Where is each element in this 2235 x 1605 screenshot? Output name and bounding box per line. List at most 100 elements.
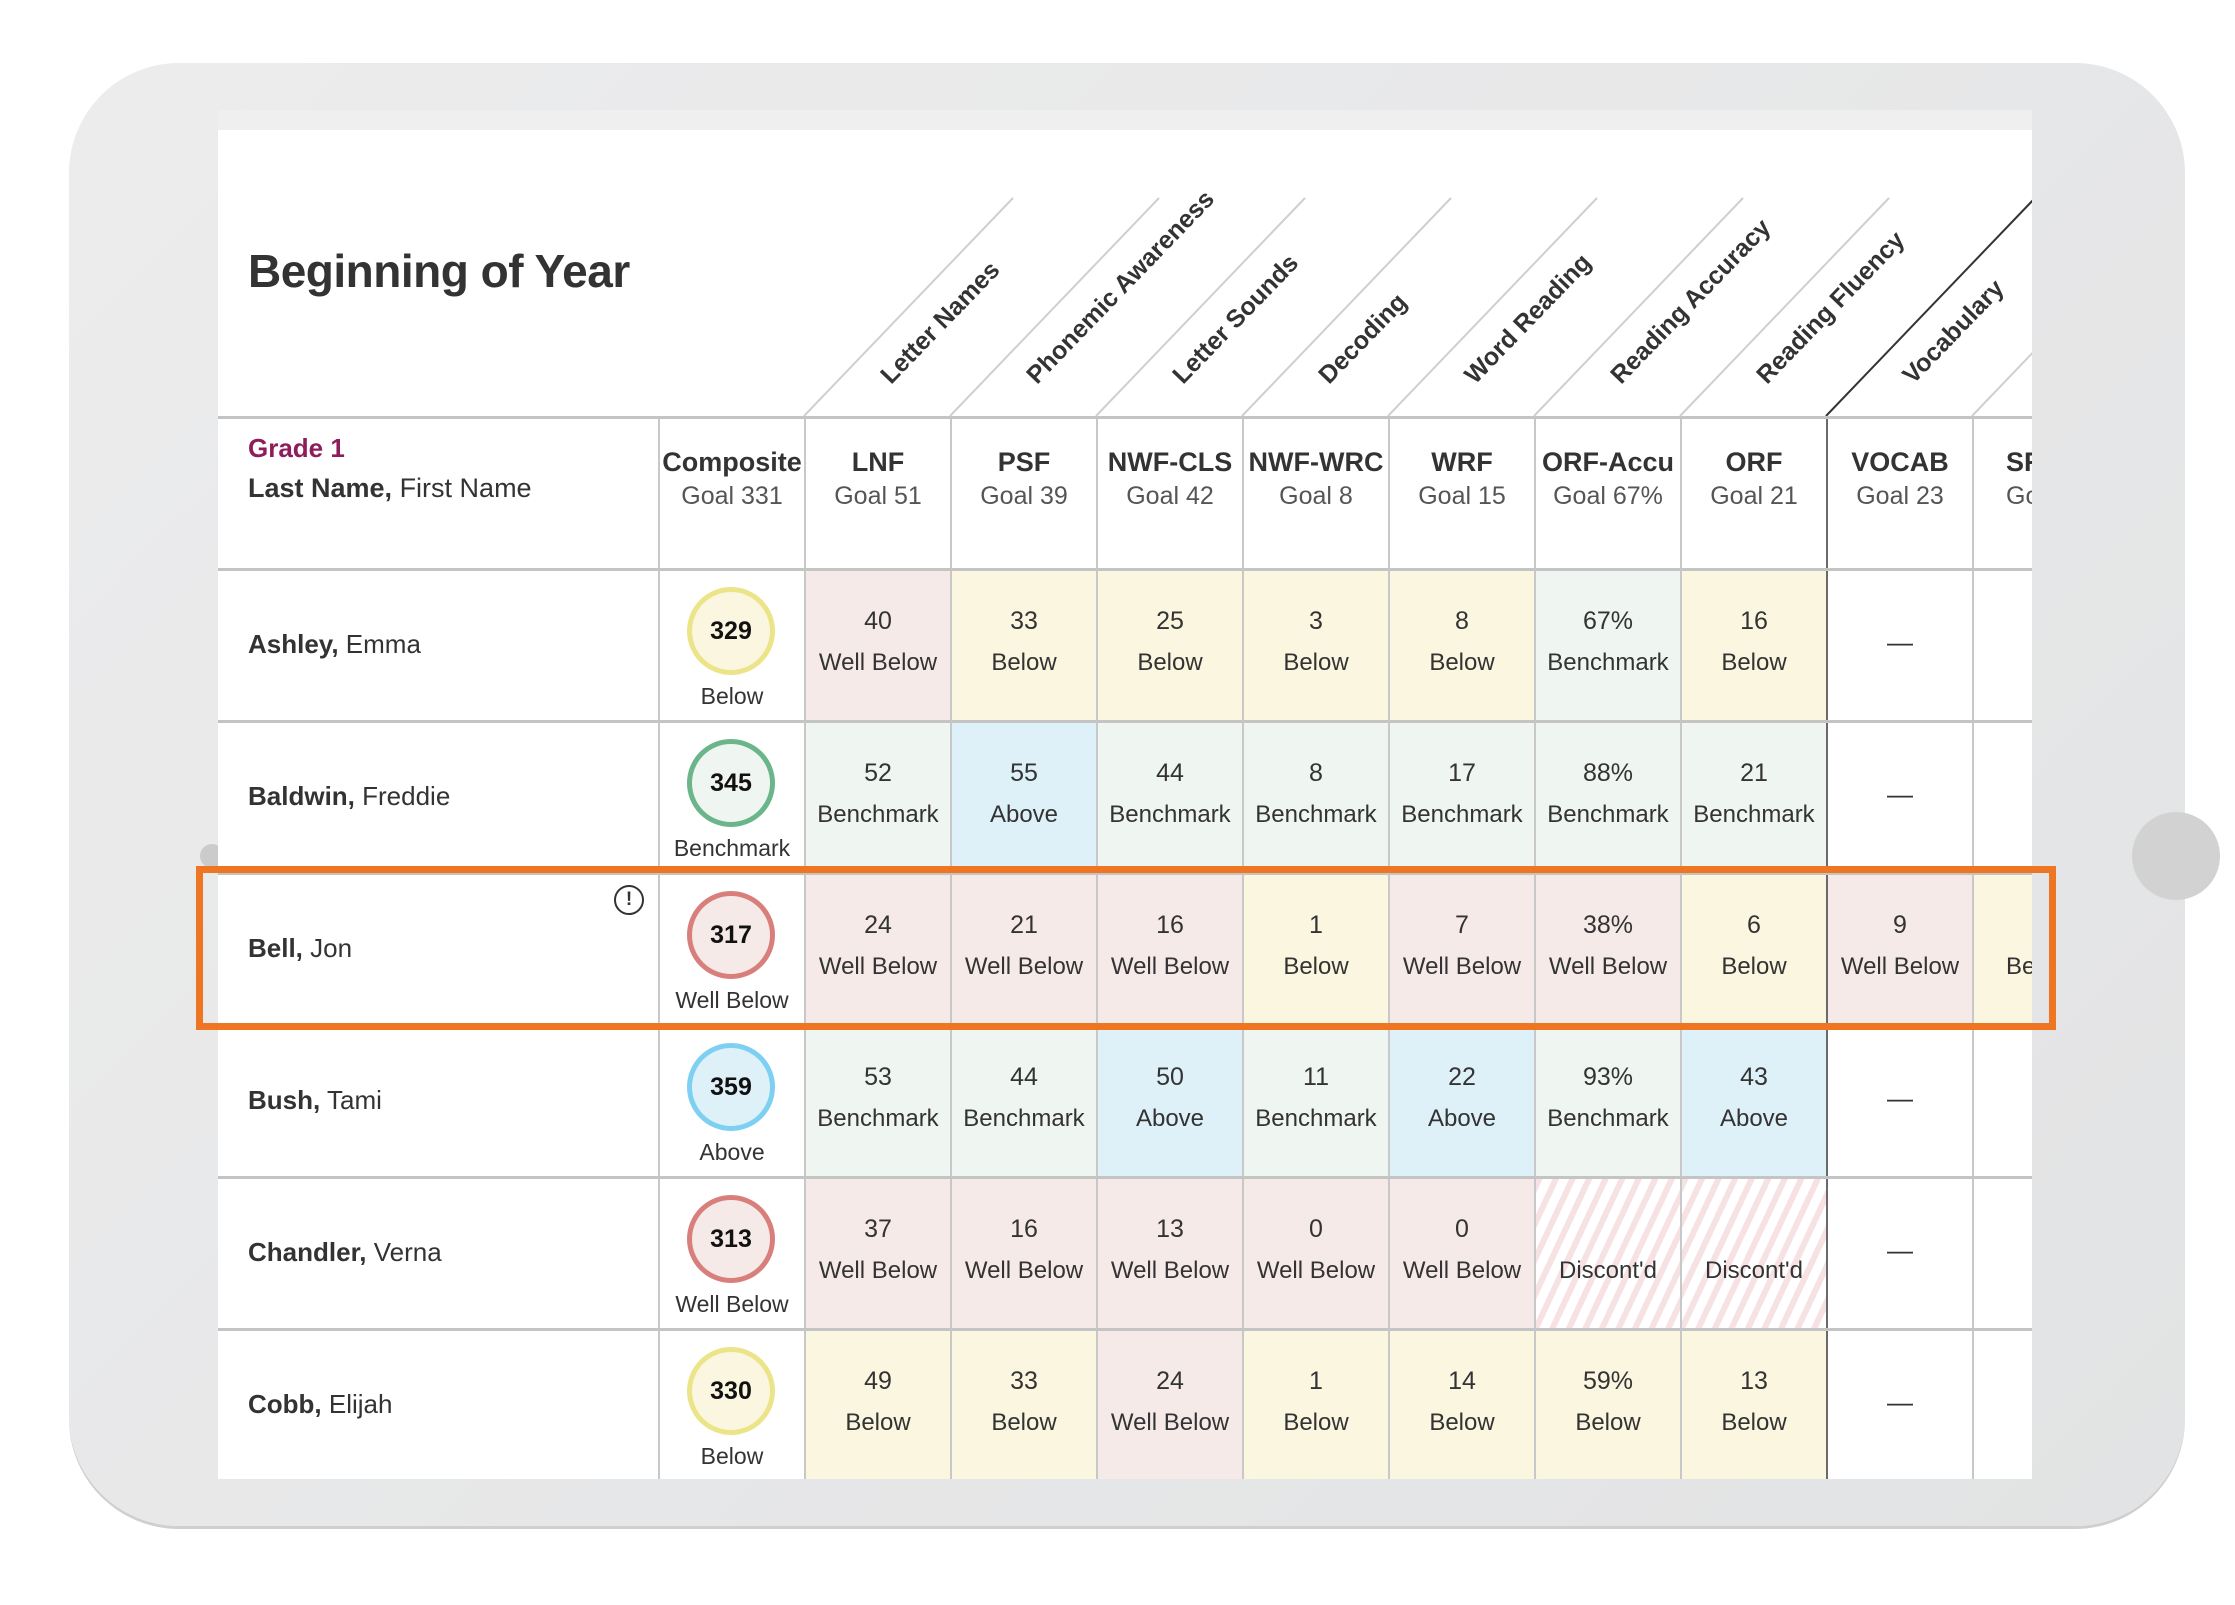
score-cell-orf[interactable]: 6 Below xyxy=(1680,875,1826,1024)
score-status: Well Below xyxy=(1256,1257,1376,1284)
column-goal: Goal 8 xyxy=(1279,482,1353,510)
score-cell-vocab[interactable]: 9 Well Below xyxy=(1826,875,1972,1024)
score-cell-psf[interactable]: 21 Well Below xyxy=(950,875,1096,1024)
score-cell-lnf[interactable]: 52 Benchmark xyxy=(804,723,950,872)
score-cell-wrf[interactable]: 22 Above xyxy=(1388,1027,1534,1176)
composite-cell[interactable]: 313 Well Below xyxy=(658,1179,804,1328)
student-row[interactable]: Chandler, Verna 313 Well Below 37 Well Below… xyxy=(218,1176,2032,1328)
student-name[interactable]: Bell, Jon xyxy=(248,933,352,964)
score-cell-psf[interactable]: 33 Below xyxy=(950,571,1096,720)
score-cell-nwf-wrc[interactable]: 1 Below xyxy=(1242,1331,1388,1479)
score-value: 33 xyxy=(1010,607,1038,635)
score-cell-orf-accu[interactable]: 38% Well Below xyxy=(1534,875,1680,1024)
score-status: Below xyxy=(845,1409,911,1436)
score-cell-wrf[interactable]: 8 Below xyxy=(1388,571,1534,720)
score-status: Well Below xyxy=(1110,1409,1230,1436)
composite-cell[interactable]: 317 Well Below xyxy=(658,875,804,1024)
student-name[interactable]: Ashley, Emma xyxy=(248,629,421,660)
score-cell-orf[interactable]: 21 Benchmark xyxy=(1680,723,1826,872)
score-cell-wrf[interactable]: 17 Benchmark xyxy=(1388,723,1534,872)
score-cell-vocab[interactable]: — xyxy=(1826,723,1972,872)
score-cell-orf[interactable]: 13 Below xyxy=(1680,1331,1826,1479)
column-header-lnf[interactable]: LNF Goal 51 xyxy=(804,419,950,571)
score-cell-nwf-cls[interactable]: 13 Well Below xyxy=(1096,1179,1242,1328)
column-goal: Goal 51 xyxy=(834,482,922,510)
student-name[interactable]: Cobb, Elijah xyxy=(248,1389,392,1420)
last-name: Bell, xyxy=(248,933,303,963)
score-cell-sf[interactable] xyxy=(1972,1331,2032,1479)
score-cell-nwf-wrc[interactable]: 3 Below xyxy=(1242,571,1388,720)
student-name[interactable]: Chandler, Verna xyxy=(248,1237,442,1268)
score-cell-orf[interactable]: Discont'd xyxy=(1680,1179,1826,1328)
score-cell-nwf-wrc[interactable]: 1 Below xyxy=(1242,875,1388,1024)
composite-status: Above xyxy=(699,1139,765,1165)
score-cell-orf-accu[interactable]: Discont'd xyxy=(1534,1179,1680,1328)
score-status: Below xyxy=(1283,1409,1349,1436)
score-cell-sf[interactable] xyxy=(1972,1027,2032,1176)
score-cell-nwf-wrc[interactable]: 0 Well Below xyxy=(1242,1179,1388,1328)
score-cell-sf[interactable] xyxy=(1972,723,2032,872)
column-header-orf-accu[interactable]: ORF-Accu Goal 67% xyxy=(1534,419,1680,571)
table-header: Grade 1 Last Name, First Name Composite … xyxy=(218,416,2032,571)
score-cell-vocab[interactable]: — xyxy=(1826,1179,1972,1328)
score-cell-nwf-wrc[interactable]: 11 Benchmark xyxy=(1242,1027,1388,1176)
score-cell-sf[interactable]: Be xyxy=(1972,875,2032,1024)
composite-cell[interactable]: 345 Benchmark xyxy=(658,723,804,872)
column-header-nwf-wrc[interactable]: NWF-WRC Goal 8 xyxy=(1242,419,1388,571)
column-header-vocab[interactable]: VOCAB Goal 23 xyxy=(1826,419,1972,571)
score-cell-vocab[interactable]: — xyxy=(1826,1331,1972,1479)
score-cell-orf[interactable]: 43 Above xyxy=(1680,1027,1826,1176)
score-value: 44 xyxy=(1156,759,1184,787)
student-name[interactable]: Baldwin, Freddie xyxy=(248,781,450,812)
score-cell-lnf[interactable]: 49 Below xyxy=(804,1331,950,1479)
score-status: Well Below xyxy=(964,1257,1084,1284)
column-header-nwf-cls[interactable]: NWF-CLS Goal 42 xyxy=(1096,419,1242,571)
score-cell-psf[interactable]: 55 Above xyxy=(950,723,1096,872)
student-name[interactable]: Bush, Tami xyxy=(248,1085,382,1116)
composite-cell[interactable]: 359 Above xyxy=(658,1027,804,1176)
column-header-wrf[interactable]: WRF Goal 15 xyxy=(1388,419,1534,571)
score-cell-lnf[interactable]: 40 Well Below xyxy=(804,571,950,720)
score-cell-orf[interactable]: 16 Below xyxy=(1680,571,1826,720)
student-row[interactable]: Bell, Jon! 317 Well Below 24 Well Below 21 Wel… xyxy=(218,872,2032,1024)
score-cell-sf[interactable] xyxy=(1972,571,2032,720)
score-cell-wrf[interactable]: 14 Below xyxy=(1388,1331,1534,1479)
score-cell-vocab[interactable]: — xyxy=(1826,571,1972,720)
score-cell-orf-accu[interactable]: 59% Below xyxy=(1534,1331,1680,1479)
column-header-orf[interactable]: ORF Goal 21 xyxy=(1680,419,1826,571)
score-cell-psf[interactable]: 33 Below xyxy=(950,1331,1096,1479)
student-row[interactable]: Ashley, Emma 329 Below 40 Well Below 33 Below 2… xyxy=(218,568,2032,720)
column-header-psf[interactable]: PSF Goal 39 xyxy=(950,419,1096,571)
score-cell-lnf[interactable]: 24 Well Below xyxy=(804,875,950,1024)
score-cell-vocab[interactable]: — xyxy=(1826,1027,1972,1176)
student-row[interactable]: Cobb, Elijah 330 Below 49 Below 33 Below 24 Well… xyxy=(218,1328,2032,1479)
score-cell-wrf[interactable]: 0 Well Below xyxy=(1388,1179,1534,1328)
score-cell-lnf[interactable]: 53 Benchmark xyxy=(804,1027,950,1176)
name-column-header[interactable]: Last Name, First Name xyxy=(248,473,532,504)
composite-cell[interactable]: 330 Below xyxy=(658,1331,804,1479)
score-cell-nwf-cls[interactable]: 44 Benchmark xyxy=(1096,723,1242,872)
score-cell-wrf[interactable]: 7 Well Below xyxy=(1388,875,1534,1024)
home-button[interactable] xyxy=(2132,812,2220,900)
score-cell-nwf-wrc[interactable]: 8 Benchmark xyxy=(1242,723,1388,872)
score-cell-nwf-cls[interactable]: 25 Below xyxy=(1096,571,1242,720)
student-row[interactable]: Bush, Tami 359 Above 53 Benchmark 44 Benchmark… xyxy=(218,1024,2032,1176)
score-status: Be xyxy=(2006,953,2032,980)
score-cell-sf[interactable] xyxy=(1972,1179,2032,1328)
score-cell-nwf-cls[interactable]: 50 Above xyxy=(1096,1027,1242,1176)
score-cell-orf-accu[interactable]: 93% Benchmark xyxy=(1534,1027,1680,1176)
score-cell-psf[interactable]: 16 Well Below xyxy=(950,1179,1096,1328)
alert-icon[interactable]: ! xyxy=(614,885,644,915)
first-name: Jon xyxy=(302,933,353,963)
column-header-composite[interactable]: Composite Goal 331 xyxy=(658,419,804,571)
score-cell-orf-accu[interactable]: 88% Benchmark xyxy=(1534,723,1680,872)
score-cell-nwf-cls[interactable]: 16 Well Below xyxy=(1096,875,1242,1024)
score-cell-orf-accu[interactable]: 67% Benchmark xyxy=(1534,571,1680,720)
score-cell-psf[interactable]: 44 Benchmark xyxy=(950,1027,1096,1176)
column-header-sf[interactable]: SF Go xyxy=(1972,419,2032,571)
score-cell-lnf[interactable]: 37 Well Below xyxy=(804,1179,950,1328)
composite-cell[interactable]: 329 Below xyxy=(658,571,804,720)
student-row[interactable]: Baldwin, Freddie 345 Benchmark 52 Benchmark 5… xyxy=(218,720,2032,872)
score-cell-nwf-cls[interactable]: 24 Well Below xyxy=(1096,1331,1242,1479)
no-score-dash: — xyxy=(1887,779,1913,809)
